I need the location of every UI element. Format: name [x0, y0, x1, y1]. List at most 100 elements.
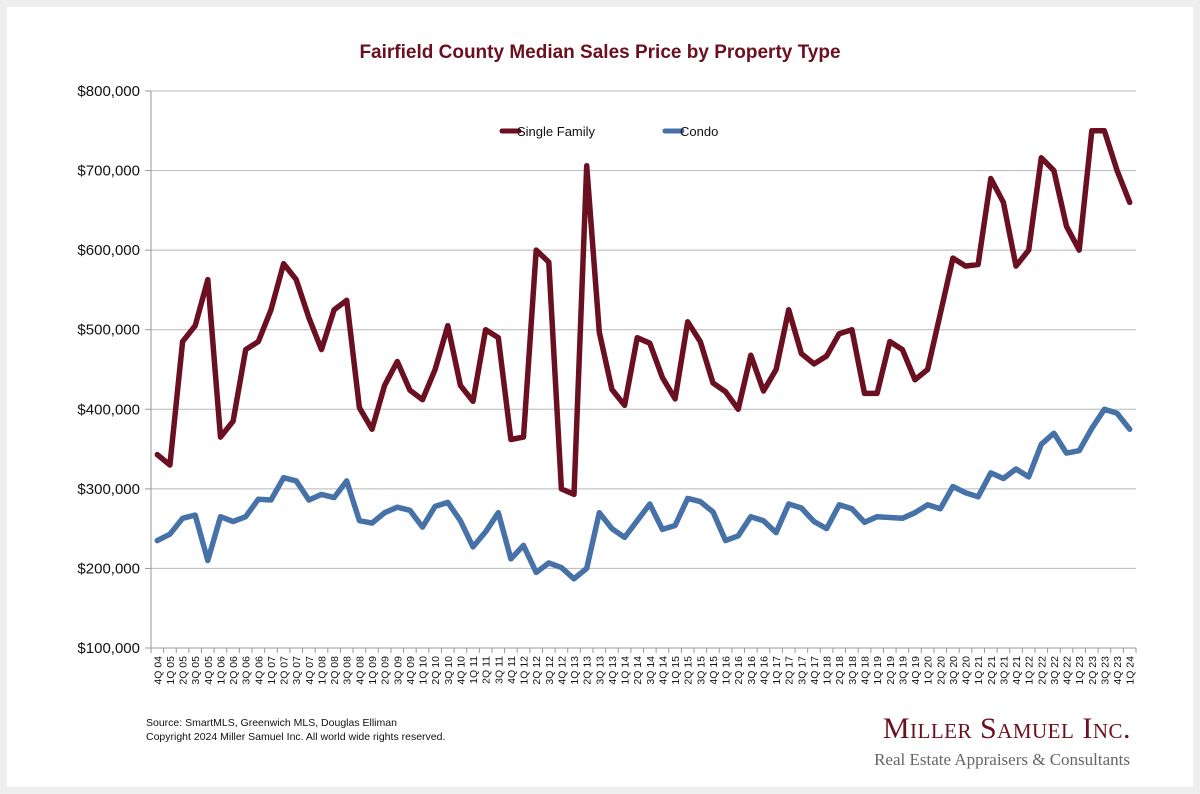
- data-point: [1039, 155, 1044, 160]
- y-tick-label: $700,000: [77, 163, 140, 180]
- x-tick-label: 4Q 07: [304, 656, 316, 685]
- data-point: [471, 399, 476, 404]
- data-point: [849, 327, 854, 332]
- data-point: [584, 163, 589, 168]
- x-tick-label: 4Q 18: [859, 656, 871, 685]
- series-line-single-family: [154, 128, 1133, 498]
- x-tick-label: 4Q 14: [657, 656, 669, 685]
- x-tick-label: 1Q 23: [1074, 656, 1086, 685]
- data-point: [306, 315, 311, 320]
- data-point: [231, 419, 236, 424]
- data-point: [269, 498, 274, 503]
- x-tick-label: 1Q 15: [670, 656, 682, 685]
- y-tick-label: $200,000: [77, 560, 140, 577]
- data-point: [433, 367, 438, 372]
- x-tick-label: 1Q 19: [872, 656, 884, 685]
- data-point: [849, 506, 854, 511]
- data-point: [1051, 431, 1056, 436]
- data-point: [925, 502, 930, 507]
- x-tick-label: 2Q 23: [1087, 656, 1099, 685]
- data-point: [306, 498, 311, 503]
- x-tick-label: 1Q 17: [771, 656, 783, 685]
- data-point: [382, 383, 387, 388]
- data-point: [774, 367, 779, 372]
- axes: [150, 91, 1136, 649]
- x-tick-label: 4Q 21: [1011, 656, 1023, 685]
- data-point: [622, 535, 627, 540]
- x-tick-label: 3Q 16: [746, 656, 758, 685]
- data-point: [698, 499, 703, 504]
- data-point: [862, 391, 867, 396]
- data-point: [420, 397, 425, 402]
- data-point: [711, 381, 716, 386]
- data-point: [319, 347, 324, 352]
- x-tick-label: 4Q 10: [455, 656, 467, 685]
- data-point: [546, 260, 551, 265]
- y-axis-ticks: $100,000 $200,000 $300,000 $400,000 $500,000…: [77, 83, 151, 657]
- data-point: [723, 389, 728, 394]
- data-point: [647, 341, 652, 346]
- y-tick-label: $100,000: [77, 640, 140, 657]
- data-point: [837, 502, 842, 507]
- x-tick-label: 3Q 23: [1099, 656, 1111, 685]
- x-tick-label: 3Q 05: [190, 656, 202, 685]
- data-point: [950, 256, 955, 261]
- x-tick-label: 2Q 05: [178, 656, 190, 685]
- data-point: [736, 407, 741, 412]
- data-point: [395, 505, 400, 510]
- x-tick-label: 3Q 20: [948, 656, 960, 685]
- data-point: [180, 516, 185, 521]
- x-tick-label: 1Q 13: [569, 656, 581, 685]
- data-point: [281, 261, 286, 266]
- x-tick-label: 4Q 08: [354, 656, 366, 685]
- x-tick-label: 2Q 19: [885, 656, 897, 685]
- data-point: [938, 311, 943, 316]
- data-point: [205, 558, 210, 563]
- data-point: [609, 387, 614, 392]
- data-point: [824, 526, 829, 531]
- data-point: [736, 533, 741, 538]
- x-tick-label: 2Q 10: [430, 656, 442, 685]
- x-tick-label: 1Q 16: [721, 656, 733, 685]
- data-point: [294, 478, 299, 483]
- data-point: [673, 396, 678, 401]
- data-point: [332, 495, 337, 500]
- legend-label: Single Family: [517, 124, 596, 139]
- data-point: [1127, 427, 1132, 432]
- data-point: [774, 530, 779, 535]
- x-tick-label: 1Q 11: [468, 656, 480, 684]
- x-tick-label: 3Q 13: [594, 656, 606, 685]
- data-point: [483, 529, 488, 534]
- data-point: [950, 484, 955, 489]
- x-tick-label: 1Q 24: [1125, 656, 1137, 685]
- data-point: [155, 538, 160, 543]
- data-point: [407, 388, 412, 393]
- x-tick-label: 3Q 12: [544, 656, 556, 685]
- data-point: [395, 359, 400, 364]
- data-point: [635, 335, 640, 340]
- x-tick-label: 4Q 23: [1112, 656, 1124, 685]
- data-point: [508, 437, 513, 442]
- series-line-condo: [154, 406, 1133, 582]
- data-point: [193, 513, 198, 518]
- data-point: [887, 339, 892, 344]
- data-point: [471, 544, 476, 549]
- data-point: [875, 391, 880, 396]
- legend-item: Condo: [662, 124, 718, 139]
- data-point: [357, 518, 362, 523]
- x-tick-label: 2Q 17: [784, 656, 796, 685]
- x-tick-label: 1Q 10: [418, 656, 430, 685]
- data-point: [218, 514, 223, 519]
- data-point: [357, 405, 362, 410]
- x-tick-label: 4Q 19: [910, 656, 922, 685]
- x-tick-label: 2Q 20: [935, 656, 947, 685]
- data-point: [812, 519, 817, 524]
- x-axis-ticks: 4Q 04 1Q 05 2Q 05 3Q 05 4Q 05 1Q 06 2Q 06 3Q 06…: [150, 648, 1137, 685]
- data-point: [761, 389, 766, 394]
- data-point: [407, 508, 412, 513]
- data-point: [1051, 168, 1056, 173]
- x-tick-label: 1Q 20: [923, 656, 935, 685]
- data-point: [496, 335, 501, 340]
- data-point: [180, 339, 185, 344]
- x-tick-label: 2Q 16: [733, 656, 745, 685]
